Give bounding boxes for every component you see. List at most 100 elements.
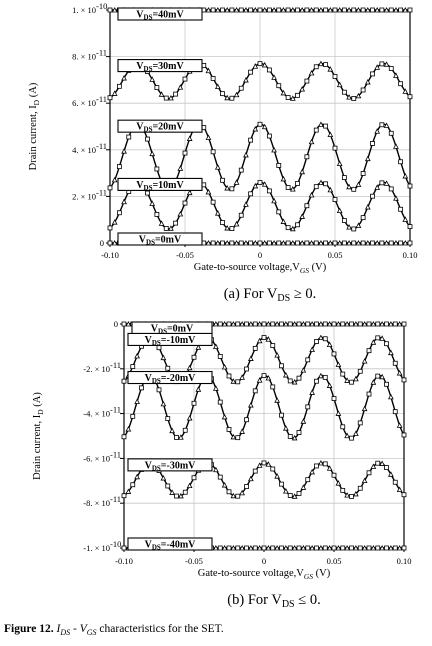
data-point-a-1-14 — [173, 91, 179, 97]
data-point-a-3-10 — [154, 212, 160, 217]
data-point-a-2-37 — [280, 175, 287, 182]
data-point-a-0-42 — [304, 7, 310, 13]
data-point-a-0-54 — [360, 7, 366, 13]
data-point-b-3-1 — [125, 488, 132, 494]
data-point-b-3-32 — [261, 460, 267, 466]
data-point-a-1-0 — [107, 95, 113, 101]
data-point-a-0-45 — [318, 6, 324, 13]
data-point-a-1-21 — [205, 67, 212, 74]
data-point-b-0-51 — [344, 320, 350, 327]
data-point-b-3-43 — [309, 468, 315, 475]
data-point-b-3-22 — [217, 474, 223, 480]
data-point-b-4-51 — [344, 544, 350, 551]
x-tick-label-a-1: -0.05 — [176, 250, 194, 260]
data-point-a-1-36 — [276, 83, 282, 89]
data-point-a-2-48 — [332, 145, 338, 151]
data-point-b-2-4 — [139, 385, 144, 391]
caption-dash: - — [70, 623, 80, 635]
data-point-b-2-53 — [353, 430, 359, 436]
data-point-b-1-26 — [235, 379, 241, 385]
series-label-suffix-b-4: =-40mV — [161, 540, 196, 551]
data-point-a-1-13 — [168, 94, 174, 101]
data-point-b-4-34 — [270, 545, 276, 551]
data-point-a-0-28 — [238, 7, 244, 13]
data-point-b-0-46 — [322, 321, 328, 327]
data-point-a-3-21 — [205, 188, 212, 195]
x-axis-label-unit-a: (V) — [309, 262, 327, 273]
data-point-a-0-51 — [346, 6, 352, 13]
data-point-a-2-57 — [374, 128, 381, 134]
data-point-a-2-35 — [271, 146, 277, 153]
data-point-b-1-50 — [340, 371, 346, 377]
data-point-b-3-3 — [134, 473, 140, 480]
data-point-b-4-63 — [396, 544, 403, 551]
data-point-b-1-61 — [388, 349, 394, 356]
data-point-b-2-59 — [379, 373, 385, 380]
data-point-b-2-11 — [169, 427, 175, 434]
series-label-sub-a-0: DS — [144, 14, 153, 22]
series-label-b-3: VDS=-30mV — [145, 460, 197, 472]
data-point-b-1-33 — [265, 336, 272, 342]
data-point-b-0-31 — [256, 320, 263, 327]
data-point-b-4-27 — [239, 544, 245, 551]
data-point-a-0-34 — [266, 7, 272, 13]
data-point-a-1-1 — [111, 90, 118, 96]
series-label-box-a-2 — [117, 119, 203, 133]
data-point-b-2-64 — [401, 432, 407, 438]
data-point-a-3-45 — [318, 179, 324, 186]
data-point-b-3-64 — [401, 492, 407, 498]
data-point-a-1-23 — [214, 83, 221, 90]
y-tick-label-b-1: -2. × 10 — [83, 364, 110, 374]
data-point-b-3-29 — [248, 475, 254, 482]
data-point-a-2-45 — [318, 121, 324, 127]
y-tick-label-b-3: -6. × 10 — [83, 453, 110, 463]
y-tick-exp-a-2: -11 — [96, 94, 107, 104]
data-point-a-0-62 — [398, 7, 404, 13]
data-point-b-3-24 — [226, 489, 232, 495]
data-point-a-3-59 — [383, 180, 390, 186]
data-point-b-2-13 — [178, 434, 184, 440]
panel-caption-prefix-a: (a) For V — [224, 286, 278, 302]
data-point-b-3-49 — [335, 480, 342, 486]
data-point-a-4-27 — [233, 239, 240, 246]
data-point-b-1-43 — [309, 346, 315, 352]
data-point-a-1-41 — [299, 86, 306, 92]
data-point-b-3-30 — [252, 468, 258, 474]
data-point-b-0-30 — [252, 321, 258, 327]
data-point-a-0-30 — [248, 7, 254, 13]
data-point-a-2-4 — [126, 134, 132, 140]
data-point-a-3-16 — [182, 200, 188, 206]
data-point-b-3-9 — [160, 475, 167, 481]
series-label-suffix-a-3: =10mV — [152, 180, 184, 191]
data-point-a-2-54 — [360, 171, 366, 176]
data-point-a-4-54 — [360, 240, 366, 246]
y-tick-exp-b-4: -11 — [110, 494, 121, 504]
data-point-a-3-48 — [332, 197, 338, 202]
data-point-a-2-61 — [393, 143, 399, 149]
data-point-a-3-25 — [224, 225, 231, 231]
y-tick-label-a-0: 1. × 10 — [72, 5, 96, 15]
data-point-b-3-31 — [256, 462, 263, 468]
y-tick-exp-a-3: -11 — [96, 141, 107, 151]
series-label-box-a-0 — [117, 7, 203, 21]
data-point-a-2-2 — [116, 164, 122, 170]
data-point-a-1-32 — [257, 61, 263, 67]
x-tick-label-b-1: -0.05 — [185, 556, 203, 566]
data-point-a-4-28 — [238, 240, 244, 246]
data-point-a-0-50 — [341, 7, 347, 13]
data-point-b-1-27 — [239, 374, 245, 380]
data-point-b-3-56 — [366, 470, 372, 476]
data-point-b-3-61 — [388, 471, 394, 477]
y-tick-label-a-1: 8. × 10 — [72, 52, 96, 62]
data-point-a-1-28 — [238, 85, 244, 91]
data-point-a-3-28 — [238, 212, 244, 218]
data-point-a-4-34 — [266, 240, 272, 246]
data-point-a-3-13 — [168, 225, 174, 231]
panel-caption-suffix-a: ≥ 0. — [290, 286, 316, 302]
data-point-b-1-46 — [322, 336, 328, 342]
data-point-b-0-61 — [388, 320, 394, 327]
data-point-b-3-0 — [121, 493, 127, 499]
data-point-b-3-25 — [230, 492, 237, 499]
data-point-b-4-47 — [326, 544, 333, 551]
data-point-b-4-31 — [256, 544, 263, 551]
